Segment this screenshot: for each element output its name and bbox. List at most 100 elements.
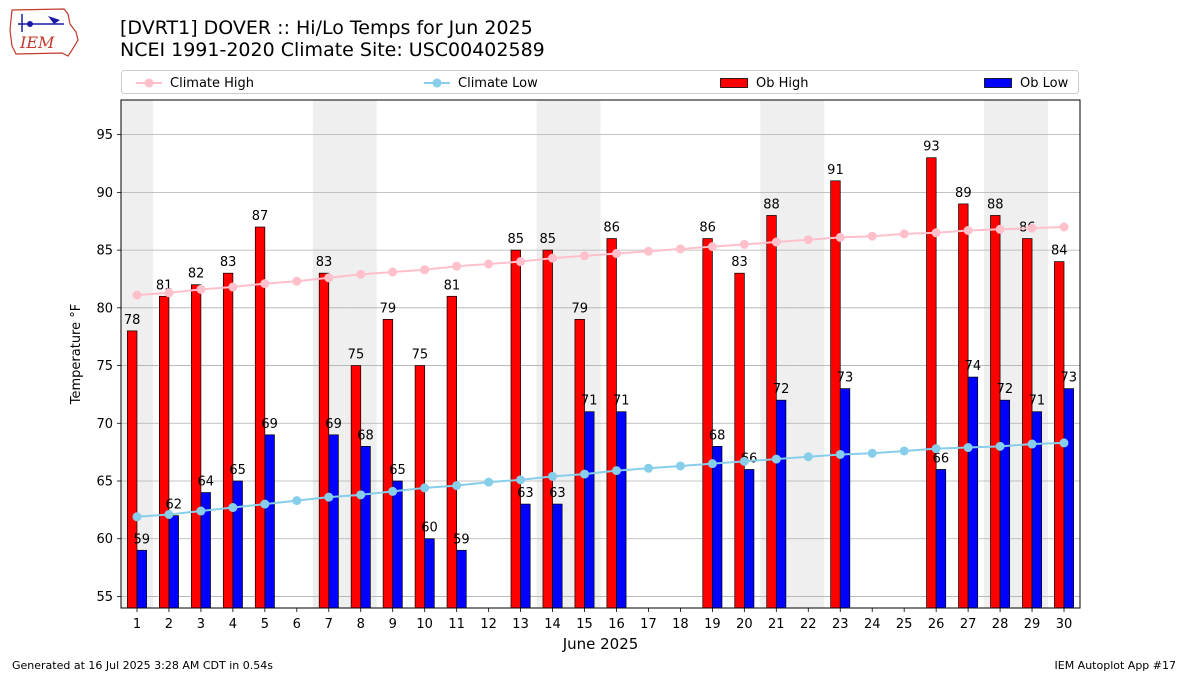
- climate-low-point: [611, 466, 621, 476]
- iem-logo: IEM: [9, 8, 79, 57]
- climate-low-point: [1027, 439, 1037, 449]
- ob-low-value-label: 69: [261, 417, 278, 432]
- legend-item-ob-low: Ob Low: [984, 74, 1068, 92]
- ob-high-bar: [606, 238, 617, 609]
- climate-high-point: [516, 257, 526, 267]
- climate-low-point: [771, 454, 781, 464]
- ob-low-bar: [1063, 388, 1074, 609]
- x-tick-label: 3: [197, 617, 205, 632]
- ob-low-bar: [775, 399, 787, 609]
- ob-low-bar: [552, 503, 563, 609]
- ob-high-bar: [1022, 238, 1033, 609]
- chart-title-line-2: NCEI 1991-2020 Climate Site: USC00402589: [120, 39, 545, 61]
- x-tick-label: 28: [992, 617, 1009, 632]
- ob-high-value-label: 85: [508, 232, 525, 247]
- y-tick-label: 55: [96, 590, 113, 605]
- x-tick-label: 8: [357, 617, 365, 632]
- climate-high-point: [835, 232, 845, 242]
- climate-high-point: [675, 244, 685, 254]
- ob-low-value-label: 72: [773, 382, 790, 397]
- climate-low-point: [707, 459, 717, 469]
- ob-low-value-label: 66: [933, 451, 950, 466]
- x-tick-label: 24: [864, 617, 881, 632]
- climate-high-point: [196, 284, 206, 294]
- ob-low-value-label: 60: [421, 521, 438, 536]
- climate-low-point: [356, 490, 366, 500]
- x-tick-label: 1: [133, 617, 141, 632]
- x-tick-label: 2: [165, 617, 173, 632]
- x-tick-label: 14: [544, 617, 561, 632]
- x-tick-label: 7: [325, 617, 333, 632]
- climate-high-point: [580, 251, 590, 261]
- ob-high-value-label: 88: [763, 197, 780, 212]
- x-tick-label: 6: [293, 617, 301, 632]
- chart-title-line-1: [DVRT1] DOVER :: Hi/Lo Temps for Jun 202…: [120, 17, 533, 39]
- climate-high-point: [899, 229, 909, 239]
- ob-high-bar: [734, 272, 745, 609]
- ob-high-value-label: 84: [1051, 244, 1068, 259]
- ob-high-value-label: 81: [444, 278, 461, 293]
- legend-item-climate-low: Climate Low: [424, 74, 538, 92]
- climate-high-point: [452, 261, 462, 271]
- ob-low-value-label: 73: [837, 371, 854, 386]
- climate-high-point: [643, 246, 653, 256]
- ob-low-value-label: 63: [517, 486, 534, 501]
- ob-high-swatch-icon: [720, 78, 748, 88]
- climate-low-point: [292, 496, 302, 506]
- ob-low-value-label: 73: [1061, 371, 1078, 386]
- ob-high-bar: [190, 284, 202, 609]
- ob-low-bar: [136, 549, 147, 609]
- climate-high-line-icon: [136, 78, 162, 88]
- ob-low-bar: [232, 480, 243, 609]
- x-tick-label: 4: [229, 617, 237, 632]
- ob-high-bar: [510, 249, 521, 609]
- ob-high-value-label: 83: [220, 255, 237, 270]
- ob-low-bar: [520, 503, 531, 609]
- ob-low-value-label: 63: [549, 486, 566, 501]
- ob-high-value-label: 83: [316, 255, 333, 270]
- climate-high-point: [420, 265, 430, 275]
- ob-high-value-label: 93: [923, 140, 940, 155]
- x-tick-label: 16: [608, 617, 625, 632]
- climate-high-point: [132, 290, 142, 300]
- x-tick-label: 30: [1056, 617, 1073, 632]
- x-tick-label: 9: [389, 617, 397, 632]
- climate-high-point: [803, 235, 813, 245]
- climate-high-point: [164, 288, 174, 298]
- ob-high-bar: [766, 215, 777, 609]
- climate-low-point: [643, 463, 653, 473]
- climate-high-point: [324, 273, 334, 283]
- ob-low-bar: [967, 376, 979, 609]
- climate-low-point: [995, 441, 1005, 451]
- ob-high-bar: [1054, 261, 1065, 609]
- ob-high-bar: [926, 157, 937, 609]
- legend-label-ob-low: Ob Low: [1020, 75, 1069, 91]
- climate-high-point: [356, 269, 366, 279]
- ob-low-value-label: 71: [613, 394, 630, 409]
- ob-low-value-label: 69: [325, 417, 342, 432]
- climate-low-point: [388, 486, 398, 496]
- ob-low-swatch-icon: [984, 78, 1012, 88]
- climate-low-point: [132, 512, 142, 522]
- ob-low-bar: [264, 434, 275, 609]
- climate-low-point: [931, 444, 941, 454]
- ob-low-bar: [360, 446, 371, 609]
- legend-label-climate-low: Climate Low: [458, 75, 538, 91]
- ob-high-value-label: 79: [571, 301, 588, 316]
- climate-low-point: [739, 456, 749, 466]
- climate-low-point: [420, 483, 430, 493]
- plot-frame: [120, 99, 1081, 609]
- svg-text:IEM: IEM: [19, 33, 55, 52]
- x-tick-label: 11: [448, 617, 465, 632]
- ob-low-value-label: 65: [229, 463, 246, 478]
- ob-high-bar: [574, 319, 585, 609]
- climate-low-point: [867, 448, 877, 458]
- y-tick-label: 70: [96, 417, 113, 432]
- climate-low-point: [260, 499, 270, 509]
- ob-low-bar: [456, 549, 467, 609]
- ob-high-value-label: 75: [412, 348, 429, 363]
- ob-high-bar: [702, 238, 713, 609]
- ob-low-value-label: 74: [965, 359, 982, 374]
- legend-label-ob-high: Ob High: [756, 75, 809, 91]
